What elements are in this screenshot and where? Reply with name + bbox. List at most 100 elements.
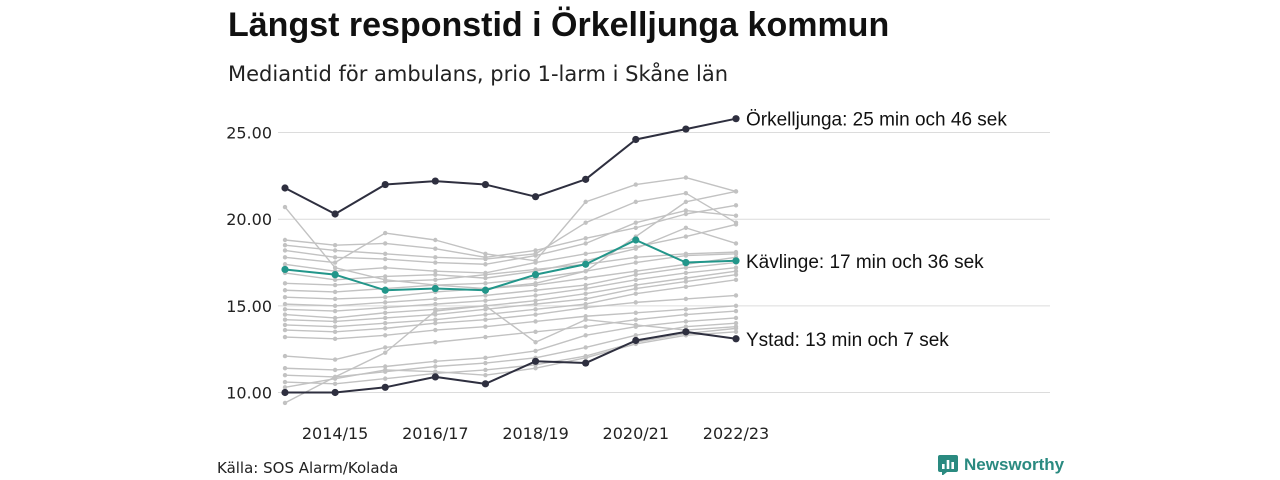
background-series-point <box>733 268 739 274</box>
background-series-point <box>583 355 588 361</box>
background-series-point <box>583 345 588 350</box>
highlighted-series-point <box>431 177 439 185</box>
background-series-line <box>284 227 737 281</box>
background-series-point <box>383 305 388 310</box>
background-series-line <box>284 327 737 385</box>
background-series-point <box>583 301 588 307</box>
background-series-point <box>282 204 288 210</box>
background-series-point <box>282 248 288 253</box>
background-series-point <box>383 367 388 373</box>
background-series-point <box>383 320 388 326</box>
background-series-point <box>433 301 438 307</box>
background-series-point <box>282 379 288 385</box>
background-series-point <box>633 182 638 187</box>
background-series-point <box>633 272 638 277</box>
background-series-point <box>583 275 588 281</box>
background-series-point <box>533 288 538 293</box>
background-series-point <box>332 277 338 283</box>
background-series-point <box>433 260 438 265</box>
background-series-point <box>583 236 588 241</box>
background-series-point <box>683 279 689 284</box>
background-series-point <box>733 320 739 326</box>
highlighted-series-point <box>331 210 339 218</box>
background-series-point <box>633 225 638 231</box>
background-series-point <box>583 314 588 319</box>
background-series-point <box>683 265 689 270</box>
background-series-point <box>733 213 739 218</box>
background-series-point <box>483 262 488 267</box>
background-series-point <box>483 303 488 309</box>
background-series-point <box>282 288 288 293</box>
background-series-point <box>633 199 638 205</box>
highlighted-series-point <box>732 335 740 343</box>
background-series-point <box>733 308 739 314</box>
background-series-point <box>633 322 638 328</box>
y-tick-label: 20.00 <box>226 210 272 229</box>
background-series-point <box>483 367 488 373</box>
background-series-point <box>332 319 338 324</box>
chart-title: Längst responstid i Örkelljunga kommun <box>228 6 890 44</box>
x-tick-label: 2022/23 <box>703 424 769 443</box>
background-series-point <box>483 281 488 286</box>
background-series-point <box>332 289 338 295</box>
highlighted-series-point <box>481 286 490 294</box>
background-series-point <box>733 293 739 298</box>
background-series-line <box>284 331 737 388</box>
background-series-point <box>282 301 288 307</box>
background-series-point <box>733 329 739 335</box>
background-series-line <box>284 270 737 319</box>
background-series-point <box>282 400 288 406</box>
highlighted-series-point <box>331 388 339 397</box>
background-series-point <box>483 256 488 262</box>
background-series-point <box>332 265 338 270</box>
background-series-point <box>433 340 438 345</box>
series-end-label: Ystad: 13 min och 7 sek <box>746 330 949 351</box>
background-series-point <box>483 298 488 303</box>
highlighted-series-point <box>632 336 640 345</box>
background-series-point <box>483 275 488 281</box>
grid-lines <box>278 132 1050 393</box>
background-series-point <box>683 270 689 276</box>
background-series-point <box>633 268 638 274</box>
x-tick-label: 2020/21 <box>603 424 669 443</box>
background-series-point <box>683 253 689 258</box>
background-series-point <box>383 230 388 236</box>
brand-name: Newsworthy <box>964 455 1065 474</box>
background-series-point <box>332 260 338 265</box>
highlighted-series-line <box>285 330 737 394</box>
background-series-point <box>533 293 538 298</box>
background-series-point <box>683 199 689 205</box>
background-series-point <box>683 312 689 317</box>
background-series-point <box>332 381 338 387</box>
background-series-point <box>383 279 388 284</box>
background-series-point <box>633 246 638 251</box>
background-series-point <box>533 307 538 312</box>
background-series-point <box>282 281 288 286</box>
y-tick-label: 25.00 <box>226 124 272 143</box>
background-series-point <box>683 324 689 329</box>
background-series-point <box>433 364 438 369</box>
background-series-point <box>332 255 338 260</box>
highlighted-series-point <box>531 193 540 201</box>
background-series-point <box>433 308 438 314</box>
background-series-point <box>633 277 638 283</box>
background-series-point <box>633 286 638 291</box>
background-series-point <box>332 315 338 321</box>
background-series-point <box>733 241 739 246</box>
background-series-point <box>733 203 739 208</box>
background-series-point <box>683 296 689 302</box>
background-series-point <box>533 267 538 272</box>
background-series-point <box>733 324 739 329</box>
background-series-point <box>433 296 438 302</box>
background-series-point <box>383 294 388 300</box>
background-series-point <box>583 286 588 291</box>
background-series-point <box>383 333 388 338</box>
highlighted-series-point <box>431 284 439 293</box>
background-series-point <box>483 293 488 298</box>
x-axis: 2014/15 2016/17 2018/19 2020/21 2022/23 <box>302 424 769 443</box>
background-series-point <box>633 317 638 322</box>
background-series-point <box>332 336 338 341</box>
highlighted-series-point <box>381 180 389 189</box>
background-series-point <box>433 246 438 251</box>
background-series <box>282 175 739 406</box>
